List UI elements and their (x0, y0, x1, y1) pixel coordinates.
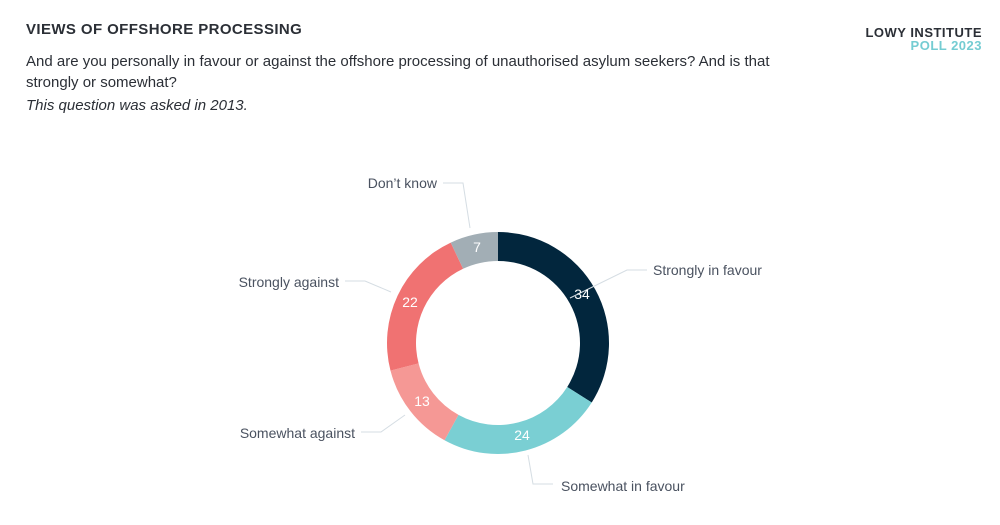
label-strongly-in-favour: Strongly in favour (653, 262, 762, 278)
slice-strongly-against[interactable] (386, 242, 464, 371)
donut-slices (386, 232, 609, 454)
leader-lines (345, 182, 647, 485)
label-dont-know: Don’t know (368, 175, 438, 191)
value-dont-know: 7 (473, 239, 481, 255)
value-somewhat-against: 13 (414, 393, 430, 409)
chart-question: And are you personally in favour or agai… (26, 53, 770, 91)
leader-dont-know (443, 182, 471, 229)
leader-strongly-in-favour (569, 269, 647, 299)
label-somewhat-in-favour: Somewhat in favour (561, 478, 685, 494)
chart-note: This question was asked in 2013. (26, 97, 248, 114)
brand-line1: LOWY INSTITUTE (865, 25, 982, 40)
value-strongly-in-favour: 34 (574, 286, 590, 302)
brand-logo: LOWY INSTITUTE POLL 2023 (865, 26, 982, 52)
slice-don-t-know[interactable] (450, 232, 498, 269)
leader-somewhat-in-favour (527, 454, 553, 485)
leader-strongly-against (345, 280, 392, 293)
label-strongly-against: Strongly against (239, 274, 340, 290)
leader-somewhat-against (361, 414, 406, 433)
slice-somewhat-against[interactable] (390, 363, 459, 441)
chart-title: VIEWS OF OFFSHORE PROCESSING (26, 21, 303, 38)
brand-line2: POLL 2023 (910, 38, 982, 53)
value-somewhat-in-favour: 24 (514, 427, 530, 443)
value-strongly-against: 22 (402, 294, 418, 310)
label-somewhat-against: Somewhat against (240, 425, 355, 441)
slice-strongly-in-favour[interactable] (498, 232, 609, 403)
slice-somewhat-in-favour[interactable] (444, 386, 592, 454)
